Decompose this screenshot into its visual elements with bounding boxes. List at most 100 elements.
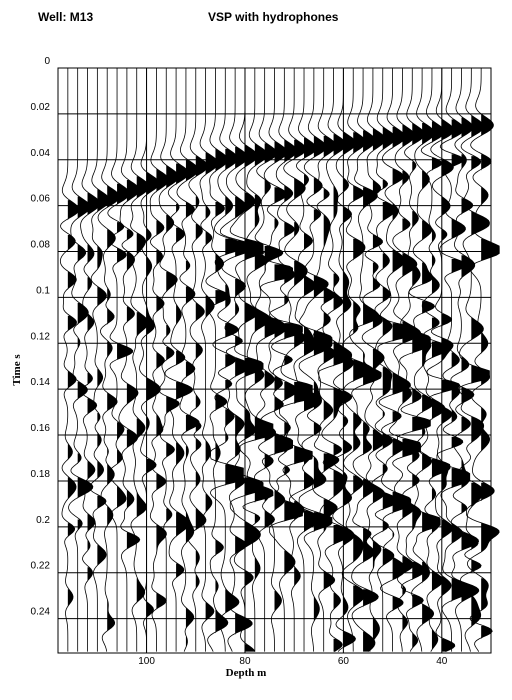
trace bbox=[139, 68, 161, 652]
y-tick-label: 0.1 bbox=[36, 285, 50, 296]
y-tick-label: 0.16 bbox=[31, 423, 51, 434]
trace bbox=[130, 68, 150, 652]
trace bbox=[229, 68, 264, 652]
trace bbox=[176, 68, 200, 652]
trace-fill bbox=[107, 185, 120, 632]
trace-line bbox=[187, 68, 208, 652]
trace-line bbox=[205, 68, 230, 652]
y-tick-label: 0 bbox=[44, 56, 50, 67]
y-tick-label: 0.12 bbox=[31, 331, 51, 342]
chart-title: VSP with hydrophones bbox=[208, 10, 339, 24]
trace-line bbox=[97, 68, 120, 652]
y-tick-label: 0.02 bbox=[31, 102, 51, 113]
trace bbox=[97, 68, 120, 652]
y-tick-label: 0.22 bbox=[31, 561, 51, 572]
y-tick-label: 0.2 bbox=[36, 515, 50, 526]
trace-fill bbox=[284, 139, 303, 577]
trace-line bbox=[371, 68, 399, 652]
trace-line bbox=[388, 68, 421, 652]
y-tick-label: 0.18 bbox=[31, 469, 51, 480]
trace bbox=[149, 68, 170, 652]
trace-line bbox=[377, 68, 412, 652]
trace-line bbox=[59, 68, 80, 652]
trace-fill bbox=[313, 135, 332, 623]
trace-fill bbox=[422, 123, 441, 626]
x-axis-ticks: 100 80 60 40 bbox=[138, 656, 448, 667]
trace-line bbox=[341, 68, 372, 652]
trace-line bbox=[253, 68, 284, 652]
trace bbox=[80, 68, 101, 652]
trace-fill bbox=[244, 145, 264, 652]
trace-fill bbox=[441, 119, 460, 652]
trace bbox=[205, 68, 230, 652]
trace-fill bbox=[67, 200, 80, 608]
trace-line bbox=[259, 68, 294, 652]
trace-fill bbox=[481, 113, 500, 639]
trace-line bbox=[436, 68, 471, 652]
trace-fill bbox=[235, 146, 254, 636]
y-axis-ticks: 0 0.02 0.04 0.06 0.08 0.1 0.12 0.14 0.16 0.18 0.2 0… bbox=[31, 56, 51, 618]
trace bbox=[388, 68, 421, 652]
trace bbox=[164, 68, 194, 652]
trace bbox=[450, 68, 480, 652]
trace-line bbox=[458, 68, 490, 652]
trace-line bbox=[89, 68, 111, 652]
x-tick-label: 60 bbox=[338, 656, 350, 667]
trace-line bbox=[466, 68, 500, 652]
trace bbox=[458, 68, 490, 652]
trace bbox=[341, 68, 372, 652]
y-tick-label: 0.06 bbox=[31, 194, 51, 205]
trace bbox=[269, 68, 303, 652]
trace bbox=[239, 68, 274, 652]
trace-fill bbox=[343, 132, 356, 648]
y-tick-label: 0.14 bbox=[31, 377, 51, 388]
trace-fill bbox=[304, 137, 322, 533]
trace bbox=[361, 68, 386, 652]
trace-fill bbox=[461, 117, 479, 603]
trace bbox=[220, 68, 254, 652]
trace-line bbox=[176, 68, 200, 652]
trace-line bbox=[118, 68, 141, 652]
trace-fill bbox=[205, 152, 219, 623]
trace-fill bbox=[87, 192, 100, 582]
trace bbox=[312, 68, 340, 652]
trace-line bbox=[269, 68, 303, 652]
trace-fill bbox=[294, 139, 313, 588]
trace bbox=[158, 68, 180, 652]
trace-fill bbox=[363, 130, 382, 652]
well-label: Well: M13 bbox=[38, 10, 94, 24]
trace bbox=[187, 68, 208, 652]
trace bbox=[118, 68, 141, 652]
trace-line bbox=[229, 68, 264, 652]
trace-line bbox=[139, 68, 161, 652]
trace-fill bbox=[185, 159, 200, 648]
trace bbox=[253, 68, 284, 652]
x-tick-label: 40 bbox=[436, 656, 448, 667]
trace bbox=[408, 68, 441, 652]
trace-line bbox=[450, 68, 480, 652]
trace-fill bbox=[392, 126, 411, 612]
trace-fill bbox=[166, 165, 180, 524]
trace-fill bbox=[333, 134, 352, 652]
trace-fill bbox=[254, 143, 273, 581]
trace bbox=[419, 68, 451, 652]
y-tick-label: 0.08 bbox=[31, 240, 51, 251]
x-tick-label: 100 bbox=[138, 656, 155, 667]
trace-line bbox=[149, 68, 170, 652]
trace-fill bbox=[176, 163, 193, 579]
trace bbox=[259, 68, 294, 652]
x-tick-label: 80 bbox=[239, 656, 251, 667]
trace bbox=[107, 68, 134, 652]
trace-fill bbox=[471, 115, 490, 628]
trace-fill bbox=[97, 189, 110, 568]
trace-fill bbox=[412, 123, 431, 650]
y-tick-label: 0.24 bbox=[31, 607, 51, 618]
trace bbox=[89, 68, 111, 652]
trace-line bbox=[312, 68, 340, 652]
trace bbox=[68, 68, 94, 652]
trace-fill bbox=[274, 141, 293, 614]
trace-line bbox=[107, 68, 134, 652]
trace-line bbox=[130, 68, 150, 652]
trace-fill bbox=[402, 124, 421, 632]
